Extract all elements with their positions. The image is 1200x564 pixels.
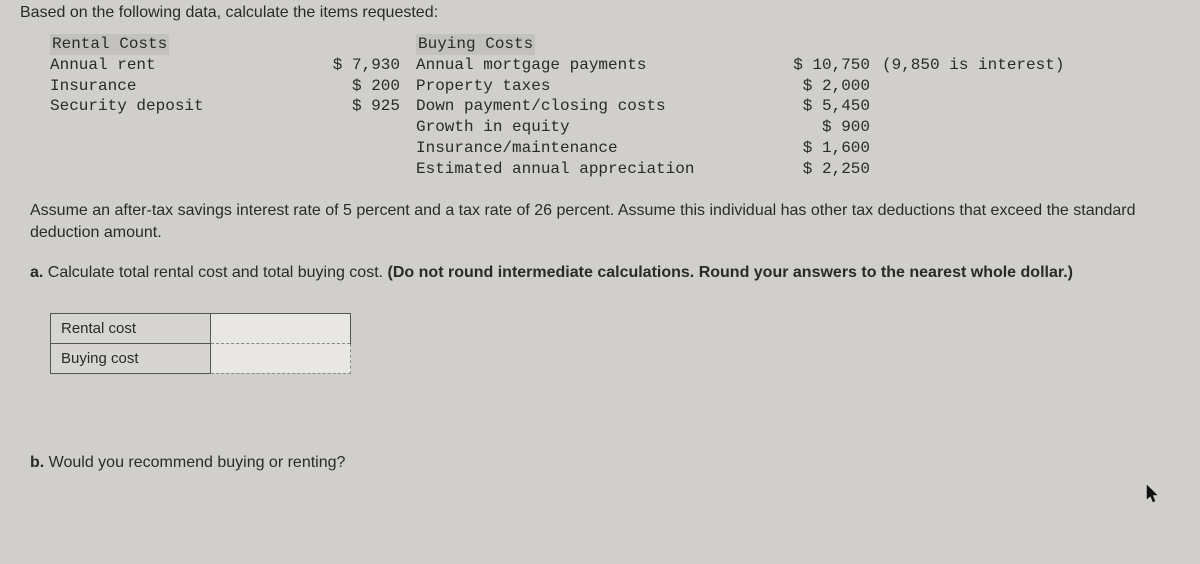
buying-row-label: Estimated annual appreciation xyxy=(416,160,694,178)
rental-labels: Rental Costs Annual rent Insurance Secur… xyxy=(50,34,300,180)
part-a-text: Calculate total rental cost and total bu… xyxy=(43,264,387,281)
buying-row-label: Annual mortgage payments xyxy=(416,56,646,74)
buying-row-value: $ 5,450 xyxy=(803,97,870,115)
rental-header: Rental Costs xyxy=(50,34,169,55)
answer-table: Rental cost Buying cost xyxy=(50,313,351,374)
buying-row-label: Insurance/maintenance xyxy=(416,139,618,157)
buying-header: Buying Costs xyxy=(416,34,535,55)
buying-row-extra: (9,850 is interest) xyxy=(882,56,1064,74)
rental-row-value: $ 925 xyxy=(352,97,400,115)
part-a-prefix: a. xyxy=(30,264,43,281)
buying-row-label: Property taxes xyxy=(416,77,550,95)
rental-cost-cell xyxy=(211,313,351,343)
rental-row-value: $ 7,930 xyxy=(333,56,400,74)
rental-values: $ 7,930 $ 200 $ 925 xyxy=(300,34,400,180)
rental-cost-label: Rental cost xyxy=(51,313,211,343)
buying-cost-cell xyxy=(211,343,351,373)
buying-row-label: Growth in equity xyxy=(416,118,570,136)
buying-row-value: $ 900 xyxy=(822,118,870,136)
part-b-prefix: b. xyxy=(30,454,44,471)
table-row: Buying cost xyxy=(51,343,351,373)
buying-values: $ 10,750 $ 2,000 $ 5,450 $ 900 $ 1,600 $… xyxy=(750,34,870,180)
data-table: Rental Costs Annual rent Insurance Secur… xyxy=(50,34,1180,180)
buying-row-value: $ 2,250 xyxy=(803,160,870,178)
buying-cost-label: Buying cost xyxy=(51,343,211,373)
part-a: a. Calculate total rental cost and total… xyxy=(30,262,1170,284)
rental-cost-input[interactable] xyxy=(213,316,348,341)
rental-row-label: Security deposit xyxy=(50,97,204,115)
part-b: b. Would you recommend buying or renting… xyxy=(30,454,1180,472)
table-row: Rental cost xyxy=(51,313,351,343)
buying-cost-input[interactable] xyxy=(213,346,348,371)
part-a-instruction: (Do not round intermediate calculations.… xyxy=(388,264,1073,281)
buying-row-value: $ 2,000 xyxy=(803,77,870,95)
rental-row-value: $ 200 xyxy=(352,77,400,95)
buying-row-value: $ 10,750 xyxy=(793,56,870,74)
assumption-text: Assume an after-tax savings interest rat… xyxy=(30,200,1170,245)
rental-row-label: Annual rent xyxy=(50,56,156,74)
part-b-text: Would you recommend buying or renting? xyxy=(44,454,345,471)
cursor-icon xyxy=(1146,484,1160,504)
buying-labels: Buying Costs Annual mortgage payments Pr… xyxy=(400,34,750,180)
buying-row-label: Down payment/closing costs xyxy=(416,97,666,115)
rental-row-label: Insurance xyxy=(50,77,136,95)
buying-extra: (9,850 is interest) xyxy=(870,34,1064,180)
intro-text: Based on the following data, calculate t… xyxy=(20,0,1180,34)
buying-row-value: $ 1,600 xyxy=(803,139,870,157)
